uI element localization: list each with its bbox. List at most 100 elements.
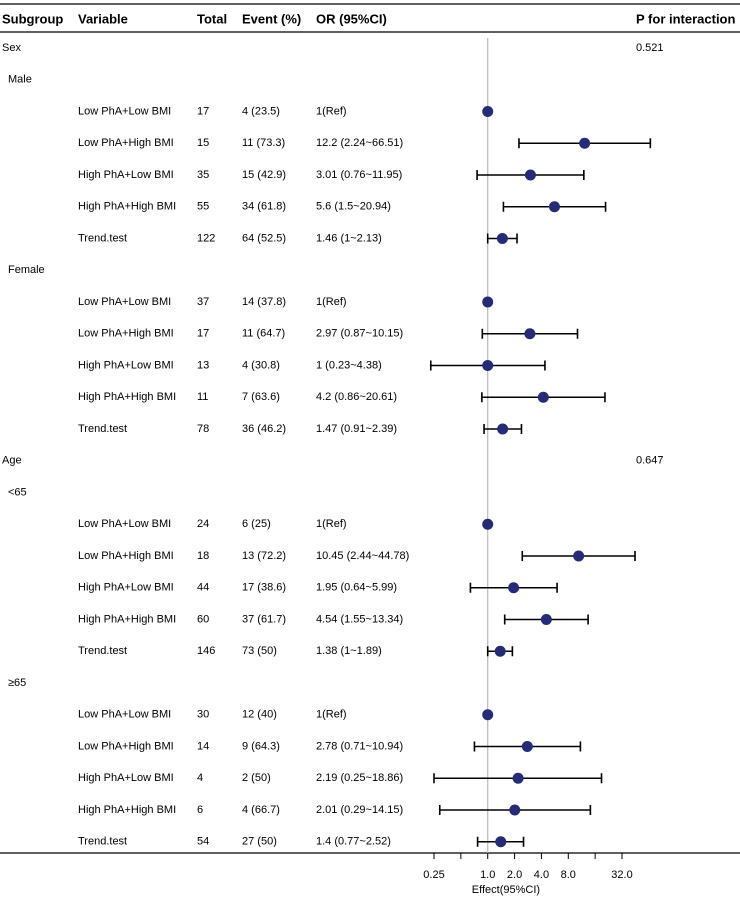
- table-row: Trend.test 54 27 (50) 1.4 (0.77~2.52): [78, 836, 525, 848]
- or-point: [496, 233, 508, 244]
- or-point: [495, 836, 507, 848]
- group-row: Sex 0.521: [2, 42, 664, 54]
- table-row: Low PhA+High BMI 14 9 (64.3) 2.78 (0.71~10.…: [78, 740, 582, 752]
- event-cell: 6 (25): [242, 518, 271, 530]
- total-cell: 37: [197, 296, 209, 308]
- or-point: [537, 391, 549, 403]
- subgroup-row: Male: [8, 74, 32, 86]
- table-rows: Sex 0.521 Male Low PhA+Low BMI 17 4 (23.5) 1(R…: [2, 42, 664, 848]
- total-cell: 13: [197, 359, 209, 371]
- variable-cell: Low PhA+High BMI: [78, 328, 174, 340]
- header-or: OR (95%CI): [316, 11, 387, 26]
- or-ci-cell: 2.97 (0.87~10.15): [316, 328, 403, 340]
- or-ci-cell: 2.78 (0.71~10.94): [316, 740, 403, 752]
- event-cell: 11 (64.7): [242, 328, 285, 340]
- variable-cell: Low PhA+Low BMI: [78, 105, 171, 117]
- variable-cell: High PhA+Low BMI: [78, 359, 174, 371]
- or-point: [508, 582, 520, 594]
- or-point: [497, 423, 509, 435]
- table-row: High PhA+Low BMI 35 15 (42.9) 3.01 (0.76~11…: [78, 169, 585, 181]
- total-cell: 4: [197, 772, 203, 784]
- subgroup-row: Female: [8, 264, 45, 276]
- table-row: Trend.test 146 73 (50) 1.38 (1~1.89): [78, 645, 514, 657]
- or-ci-cell: 5.6 (1.5~20.94): [316, 201, 391, 213]
- or-point: [524, 169, 536, 181]
- or-ci-cell: 1(Ref): [316, 518, 347, 530]
- or-ci-cell: 2.19 (0.25~18.86): [316, 772, 403, 784]
- event-cell: 27 (50): [242, 836, 277, 848]
- table-row: High PhA+High BMI 6 4 (66.7) 2.01 (0.29~14.…: [78, 804, 592, 816]
- or-ci-cell: 2.01 (0.29~14.15): [316, 804, 403, 816]
- variable-cell: Low PhA+Low BMI: [78, 296, 171, 308]
- event-cell: 14 (37.8): [242, 296, 286, 308]
- table-row: High PhA+Low BMI 44 17 (38.6) 1.95 (0.64~5.…: [78, 582, 558, 594]
- or-point: [494, 645, 506, 657]
- total-cell: 11: [197, 391, 208, 403]
- or-ci-cell: 1.95 (0.64~5.99): [316, 582, 397, 594]
- group-row: Age 0.647: [2, 455, 664, 467]
- variable-cell: Trend.test: [78, 423, 127, 435]
- header-total: Total: [197, 11, 227, 26]
- variable-cell: Trend.test: [78, 232, 127, 244]
- header-event: Event (%): [242, 11, 301, 26]
- header-subgroup: Subgroup: [2, 11, 63, 26]
- table-row: High PhA+High BMI 60 37 (61.7) 4.54 (1.55~1…: [78, 613, 589, 625]
- subgroup-label: <65: [8, 486, 27, 498]
- table-row: Low PhA+High BMI 17 11 (64.7) 2.97 (0.87~10…: [78, 328, 579, 340]
- total-cell: 60: [197, 613, 209, 625]
- or-ci-cell: 1.4 (0.77~2.52): [316, 836, 391, 848]
- total-cell: 35: [197, 169, 209, 181]
- variable-cell: High PhA+High BMI: [78, 391, 176, 403]
- or-point: [482, 296, 494, 308]
- total-cell: 15: [197, 137, 209, 149]
- total-cell: 17: [197, 328, 209, 340]
- or-point: [524, 328, 536, 340]
- event-cell: 37 (61.7): [242, 613, 286, 625]
- table-row: Trend.test 122 64 (52.5) 1.46 (1~2.13): [78, 232, 518, 244]
- or-ci-cell: 1 (0.23~4.38): [316, 359, 382, 371]
- or-point: [509, 804, 521, 816]
- x-axis-label: Effect(95%CI): [472, 884, 540, 896]
- event-cell: 73 (50): [242, 645, 277, 657]
- or-point: [512, 772, 524, 784]
- variable-cell: High PhA+High BMI: [78, 201, 176, 213]
- variable-cell: Trend.test: [78, 836, 127, 848]
- total-cell: 18: [197, 550, 209, 562]
- variable-cell: High PhA+Low BMI: [78, 169, 174, 181]
- group-label: Sex: [2, 42, 21, 54]
- or-ci-cell: 10.45 (2.44~44.78): [316, 550, 409, 562]
- p-interaction-value: 0.521: [636, 42, 664, 54]
- table-row: Trend.test 78 36 (46.2) 1.47 (0.91~2.39): [78, 423, 523, 435]
- column-headers: Subgroup Variable Total Event (%) OR (95%CI)…: [0, 3, 740, 854]
- or-ci-cell: 1.46 (1~2.13): [316, 232, 382, 244]
- event-cell: 36 (46.2): [242, 423, 286, 435]
- or-ci-cell: 1.47 (0.91~2.39): [316, 423, 397, 435]
- table-row: High PhA+Low BMI 4 2 (50) 2.19 (0.25~18.86): [78, 772, 603, 784]
- or-ci-cell: 1(Ref): [316, 296, 347, 308]
- variable-cell: High PhA+Low BMI: [78, 582, 174, 594]
- event-cell: 11 (73.3): [242, 137, 285, 149]
- total-cell: 6: [197, 804, 203, 816]
- variable-cell: Low PhA+Low BMI: [78, 518, 171, 530]
- total-cell: 54: [197, 836, 209, 848]
- or-point: [573, 550, 585, 562]
- or-point: [548, 201, 560, 213]
- p-interaction-value: 0.647: [636, 455, 664, 467]
- event-cell: 9 (64.3): [242, 740, 280, 752]
- or-point: [482, 709, 494, 721]
- or-ci-cell: 4.2 (0.86~20.61): [316, 391, 397, 403]
- variable-cell: Low PhA+High BMI: [78, 137, 174, 149]
- variable-cell: High PhA+High BMI: [78, 613, 176, 625]
- variable-cell: Low PhA+Low BMI: [78, 709, 171, 721]
- x-tick-label: 2.0: [507, 869, 522, 881]
- table-row: Low PhA+High BMI 18 13 (72.2) 10.45 (2.44~4…: [78, 550, 636, 562]
- or-point: [482, 106, 494, 117]
- or-point: [482, 518, 494, 530]
- table-row: High PhA+High BMI 55 34 (61.8) 5.6 (1.5~20.…: [78, 201, 607, 213]
- x-tick-label: 1.0: [480, 869, 495, 881]
- x-tick-label: 4.0: [534, 869, 549, 881]
- event-cell: 64 (52.5): [242, 232, 286, 244]
- event-cell: 34 (61.8): [242, 201, 286, 213]
- or-point: [540, 614, 552, 625]
